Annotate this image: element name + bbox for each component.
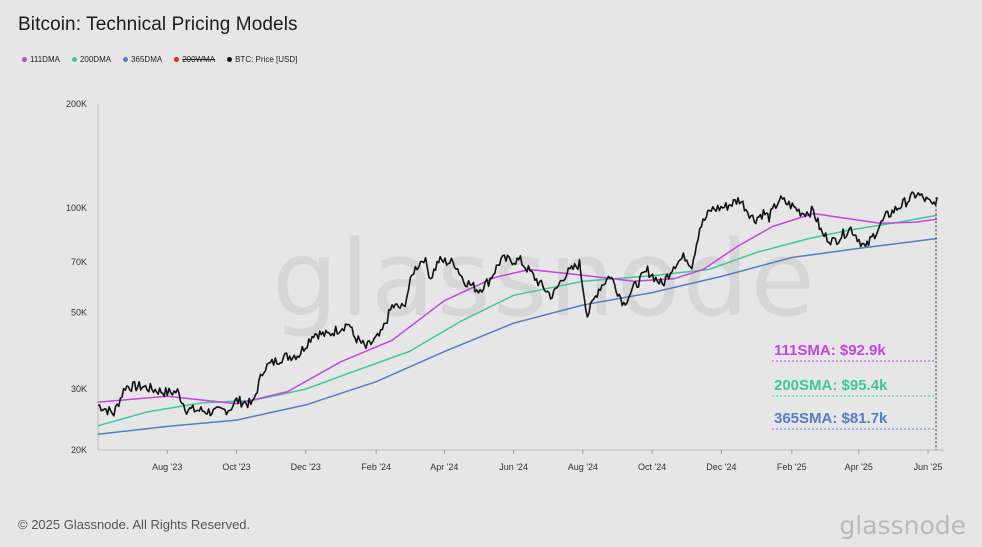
annotation-label: 200SMA: $95.4k [774,377,888,394]
watermark: glassnode [272,218,817,340]
chart-title: Bitcoin: Technical Pricing Models [18,14,298,35]
x-tick-label: Feb '25 [777,462,807,472]
legend-label: 111DMA [30,55,60,64]
x-tick-label: Jun '25 [914,462,943,472]
x-tick-label: Dec '23 [291,462,321,472]
legend-dot-icon [227,57,233,62]
x-tick-label: Dec '24 [706,462,736,472]
legend-dot-icon [174,57,180,62]
series-line-365dma [97,237,938,436]
legend-item-111dma[interactable]: 111DMA [22,55,60,64]
y-tick-label: 30K [71,384,87,394]
legend-label: BTC: Price [USD] [235,55,298,64]
y-tick-label: 70K [71,257,87,267]
annotation-label: 111SMA: $92.9k [774,342,886,359]
series-group [97,191,938,436]
x-axis-ticks: Aug '23 Oct '23 Dec '23 Feb '24 Apr '24 Jun '… [152,450,942,472]
chart-legend: 111DMA 200DMA 365DMA 200WMA BTC: Price [… [22,55,297,64]
x-tick-label: Jun '24 [499,462,528,472]
annotation-group: 111SMA: $92.9k 200SMA: $95.4k 365SMA: $81.… [772,197,937,450]
x-tick-label: Feb '24 [361,462,391,472]
legend-item-btc-price[interactable]: BTC: Price [USD] [227,55,297,64]
legend-dot-icon [22,57,27,62]
legend-dot-icon [71,57,77,62]
x-tick-label: Aug '23 [152,462,182,472]
x-tick-label: Oct '24 [638,462,666,472]
legend-label: 200WMA [182,55,216,64]
legend-item-200wma[interactable]: 200WMA [174,55,215,64]
y-tick-label: 200K [66,99,87,109]
x-tick-label: Aug '24 [568,462,598,472]
legend-item-365dma[interactable]: 365DMA [123,55,162,64]
annotation-label: 365SMA: $81.7k [774,410,888,427]
glassnode-logo: glassnode [839,511,966,540]
copyright-text: © 2025 Glassnode. All Rights Reserved. [18,517,251,532]
y-tick-label: 20K [71,445,87,455]
y-tick-label: 50K [71,307,87,317]
y-axis-ticks: 20K 30K 50K 70K 100K 200K [66,99,87,455]
x-tick-label: Oct '23 [222,462,250,472]
x-tick-label: Apr '25 [845,462,873,472]
series-line-btc-price-usd [97,191,938,417]
legend-dot-icon [123,57,129,62]
x-tick-label: Apr '24 [430,462,458,472]
y-tick-label: 100K [66,203,87,213]
series-line-200dma [97,214,938,427]
legend-label: 200DMA [79,55,112,64]
legend-item-200dma[interactable]: 200DMA [71,55,112,64]
legend-label: 365DMA [131,55,163,64]
series-line-111dma [97,212,938,405]
